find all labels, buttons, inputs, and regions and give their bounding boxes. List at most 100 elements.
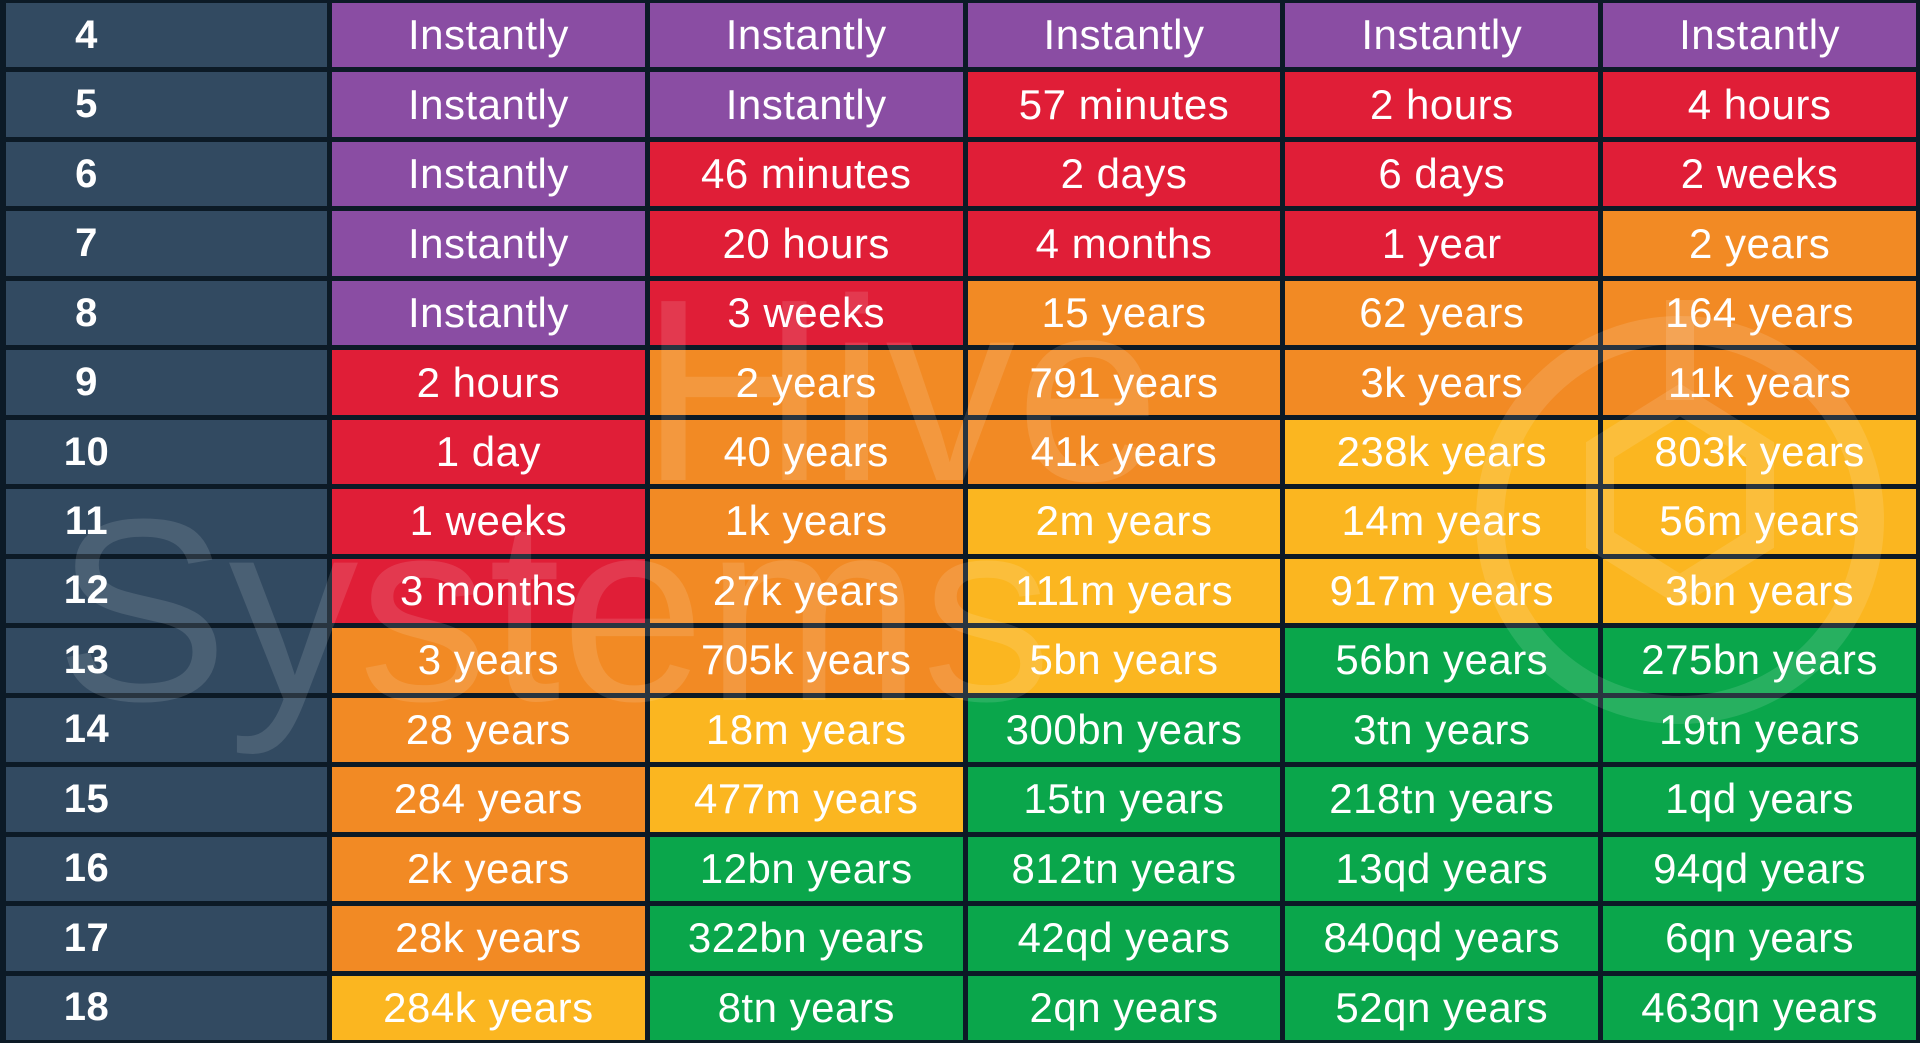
time-to-crack-cell: 812tn years [967, 836, 1281, 902]
time-to-crack-cell: 164 years [1603, 280, 1916, 346]
time-to-crack-cell: 2 years [649, 350, 963, 415]
row-header-label: 6 [75, 151, 98, 196]
time-to-crack-cell: 15 years [967, 280, 1281, 346]
time-to-crack-cell: 3tn years [1285, 697, 1599, 763]
row-header-label: 7 [75, 221, 98, 266]
time-to-crack-cell: 62 years [1285, 280, 1599, 346]
time-to-crack-cell: 4 hours [1603, 72, 1916, 137]
time-to-crack-cell: 57 minutes [967, 72, 1281, 137]
time-to-crack-cell: 300bn years [967, 697, 1281, 763]
row-header-label: 11 [64, 498, 109, 543]
row-header: 14 [6, 697, 327, 763]
time-to-crack-cell: 19tn years [1603, 697, 1916, 763]
time-to-crack-cell: 1 year [1285, 211, 1599, 276]
time-to-crack-cell: 27k years [649, 558, 963, 624]
time-to-crack-cell: 52qn years [1285, 975, 1599, 1040]
time-to-crack-cell: 322bn years [649, 906, 963, 971]
time-to-crack-cell: 8tn years [649, 975, 963, 1040]
time-to-crack-cell: 15tn years [967, 767, 1281, 832]
time-to-crack-cell: Instantly [649, 72, 963, 137]
time-to-crack-cell: 3 years [332, 628, 645, 693]
row-header: 9 [6, 350, 327, 415]
row-header: 13 [6, 628, 327, 693]
time-to-crack-cell: 2qn years [967, 975, 1281, 1040]
time-to-crack-cell: 3 months [332, 558, 645, 624]
time-to-crack-cell: 238k years [1285, 419, 1599, 485]
time-to-crack-cell: 41k years [967, 419, 1281, 485]
row-header: 6 [6, 141, 327, 207]
time-to-crack-cell: 791 years [967, 350, 1281, 415]
time-to-crack-cell: 2 days [967, 141, 1281, 207]
time-to-crack-cell: 477m years [649, 767, 963, 832]
time-to-crack-cell: 42qd years [967, 906, 1281, 971]
time-to-crack-cell: 2 hours [1285, 72, 1599, 137]
time-to-crack-cell: 1 day [332, 419, 645, 485]
row-header-label: 5 [75, 82, 98, 127]
time-to-crack-cell: 1 weeks [332, 489, 645, 554]
time-to-crack-cell: 13qd years [1285, 836, 1599, 902]
time-to-crack-cell: 3bn years [1603, 558, 1916, 624]
time-to-crack-cell: 28k years [332, 906, 645, 971]
row-header: 4 [6, 3, 327, 68]
row-header: 11 [6, 489, 327, 554]
time-to-crack-cell: 2 years [1603, 211, 1916, 276]
row-header: 12 [6, 558, 327, 624]
time-to-crack-cell: 20 hours [649, 211, 963, 276]
row-header-label: 13 [63, 637, 110, 682]
row-header: 15 [6, 767, 327, 832]
time-to-crack-cell: Instantly [332, 280, 645, 346]
row-header-label: 10 [63, 429, 110, 474]
time-to-crack-cell: 1k years [649, 489, 963, 554]
time-to-crack-cell: Instantly [332, 141, 645, 207]
time-to-crack-cell: 2 weeks [1603, 141, 1916, 207]
row-header: 16 [6, 836, 327, 902]
time-to-crack-cell: 11k years [1603, 350, 1916, 415]
time-to-crack-cell: 5bn years [967, 628, 1281, 693]
row-header-label: 12 [63, 568, 110, 613]
time-to-crack-cell: 218tn years [1285, 767, 1599, 832]
time-to-crack-cell: 56m years [1603, 489, 1916, 554]
row-header-label: 8 [75, 290, 98, 335]
row-header: 18 [6, 975, 327, 1040]
row-header-label: 4 [75, 12, 98, 57]
time-to-crack-cell: 3k years [1285, 350, 1599, 415]
time-to-crack-cell: 2k years [332, 836, 645, 902]
time-to-crack-cell: 284 years [332, 767, 645, 832]
time-to-crack-cell: 46 minutes [649, 141, 963, 207]
time-to-crack-cell: Instantly [649, 3, 963, 68]
time-to-crack-cell: 1qd years [1603, 767, 1916, 832]
time-to-crack-cell: Instantly [1285, 3, 1599, 68]
time-to-crack-cell: 275bn years [1603, 628, 1916, 693]
time-to-crack-cell: 40 years [649, 419, 963, 485]
row-header-label: 14 [63, 707, 110, 752]
time-to-crack-cell: 803k years [1603, 419, 1916, 485]
time-to-crack-cell: 6qn years [1603, 906, 1916, 971]
row-header-label: 16 [63, 846, 110, 891]
time-to-crack-cell: 917m years [1285, 558, 1599, 624]
time-to-crack-cell: 705k years [649, 628, 963, 693]
time-to-crack-cell: 840qd years [1285, 906, 1599, 971]
time-to-crack-cell: 6 days [1285, 141, 1599, 207]
time-to-crack-cell: Instantly [332, 72, 645, 137]
time-to-crack-cell: Instantly [332, 211, 645, 276]
time-to-crack-cell: 111m years [967, 558, 1281, 624]
time-to-crack-cell: 4 months [967, 211, 1281, 276]
time-to-crack-cell: 94qd years [1603, 836, 1916, 902]
time-to-crack-cell: Instantly [967, 3, 1281, 68]
time-to-crack-cell: 2 hours [332, 350, 645, 415]
time-to-crack-cell: 28 years [332, 697, 645, 763]
time-to-crack-cell: 3 weeks [649, 280, 963, 346]
time-to-crack-cell: 2m years [967, 489, 1281, 554]
time-to-crack-cell: 14m years [1285, 489, 1599, 554]
time-to-crack-cell: 284k years [332, 975, 645, 1040]
row-header: 10 [6, 419, 327, 485]
time-to-crack-cell: 18m years [649, 697, 963, 763]
row-header-label: 9 [75, 360, 98, 405]
row-header: 7 [6, 211, 327, 276]
time-to-crack-cell: 463qn years [1603, 975, 1916, 1040]
row-header: 17 [6, 906, 327, 971]
time-to-crack-cell: Instantly [332, 3, 645, 68]
row-header-label: 17 [63, 915, 110, 960]
